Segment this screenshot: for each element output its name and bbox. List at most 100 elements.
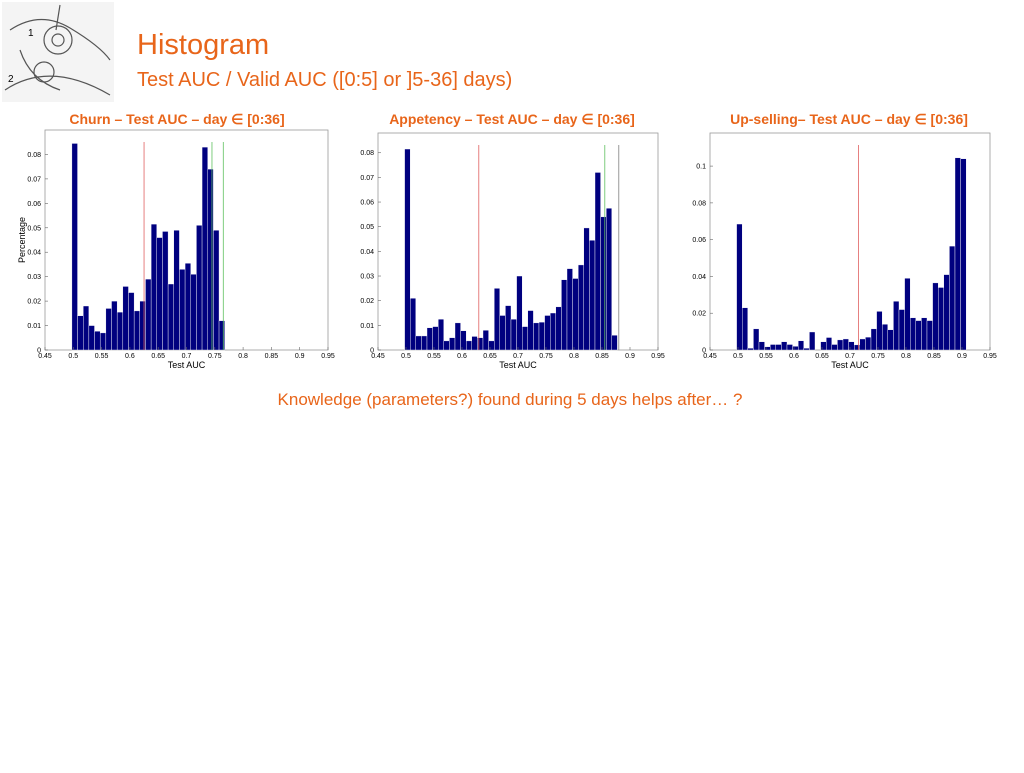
- bar: [196, 225, 203, 351]
- x-tick-label: 0.7: [513, 353, 523, 360]
- bar: [527, 310, 534, 351]
- y-tick-label: 0.1: [696, 164, 706, 171]
- bar: [837, 339, 844, 351]
- bar: [421, 335, 428, 351]
- x-tick-label: 0.45: [38, 353, 52, 360]
- x-tick-label: 0.6: [457, 353, 467, 360]
- bar: [184, 263, 191, 351]
- bar: [736, 223, 743, 351]
- x-tick-label: 0.45: [371, 353, 385, 360]
- x-tick-label: 0.5: [68, 353, 78, 360]
- bar: [949, 245, 956, 351]
- bar: [842, 338, 849, 351]
- histogram: Appetency – Test AUC – day ∈ [0:36]0.45 0…: [360, 111, 665, 370]
- bar: [578, 264, 585, 351]
- x-tick-label: 0.75: [539, 353, 553, 360]
- x-tick-label: 0.5: [733, 353, 743, 360]
- bar: [426, 327, 433, 351]
- bar: [477, 337, 484, 351]
- x-tick-label: 0.55: [427, 353, 441, 360]
- bar: [454, 322, 461, 351]
- histogram: Up-selling– Test AUC – day ∈ [0:36]0.45 0…: [692, 111, 997, 370]
- bar: [611, 335, 618, 351]
- histogram: Churn – Test AUC – day ∈ [0:36] 0.45 0.5 0.…: [17, 111, 335, 370]
- y-tick-label: 0.02: [692, 311, 706, 318]
- svg-text:2: 2: [8, 74, 14, 85]
- y-tick-label: 0.02: [27, 299, 41, 306]
- y-tick-label: 0.01: [360, 323, 374, 330]
- bar: [887, 329, 894, 351]
- bar: [179, 269, 186, 351]
- bar: [555, 306, 562, 351]
- bar: [173, 230, 180, 351]
- y-tick-label: 0.07: [360, 175, 374, 182]
- bar: [432, 326, 439, 351]
- bar: [471, 336, 478, 351]
- x-tick-label: 0.9: [625, 353, 635, 360]
- bar: [865, 336, 872, 351]
- y-tick-label: 0.01: [27, 323, 41, 330]
- y-tick-label: 0.06: [692, 237, 706, 244]
- bar: [566, 268, 573, 351]
- bar: [820, 341, 827, 351]
- bar: [859, 338, 866, 351]
- x-tick-label: 0.65: [151, 353, 165, 360]
- bar: [932, 282, 939, 351]
- bar: [438, 318, 445, 351]
- bar: [915, 320, 922, 351]
- bar: [848, 341, 855, 351]
- x-tick-label: 0.95: [651, 353, 665, 360]
- bar: [128, 292, 135, 351]
- bar: [826, 337, 833, 351]
- bar: [589, 240, 596, 351]
- bar: [882, 324, 889, 351]
- bar: [122, 286, 129, 351]
- bar: [910, 317, 917, 351]
- bar: [775, 344, 782, 351]
- bar: [190, 274, 197, 351]
- bar: [594, 172, 601, 351]
- bar: [606, 208, 613, 351]
- bar: [482, 330, 489, 351]
- x-tick-label: 0.7: [182, 353, 192, 360]
- slide-subtitle: Test AUC / Valid AUC ([0:5] or ]5-36] da…: [137, 69, 512, 91]
- bar: [764, 346, 771, 351]
- bar: [943, 274, 950, 351]
- bar: [71, 143, 78, 351]
- x-axis-label: Test AUC: [499, 360, 537, 370]
- bar: [99, 332, 107, 351]
- x-axis-label: Test AUC: [168, 360, 206, 370]
- x-tick-label: 0.55: [759, 353, 773, 360]
- x-tick-label: 0.8: [901, 353, 911, 360]
- bar: [831, 344, 838, 351]
- bar: [156, 237, 163, 351]
- x-tick-label: 0.95: [983, 353, 997, 360]
- bar: [201, 146, 208, 351]
- x-axis-label: Test AUC: [831, 360, 869, 370]
- x-tick-label: 0.75: [871, 353, 885, 360]
- bar: [499, 315, 506, 351]
- bar: [898, 309, 905, 351]
- x-tick-label: 0.85: [927, 353, 941, 360]
- bar: [758, 341, 765, 351]
- bar: [133, 310, 141, 351]
- bar: [921, 317, 928, 351]
- bar: [786, 344, 793, 351]
- bar: [443, 340, 450, 351]
- y-tick-label: 0.03: [360, 274, 374, 281]
- bar: [218, 320, 225, 351]
- y-axis-label: Percentage: [17, 217, 27, 263]
- bar: [83, 305, 90, 351]
- bar: [753, 328, 760, 351]
- y-tick-label: 0.08: [360, 150, 374, 157]
- y-tick-label: 0.04: [27, 250, 41, 257]
- bar: [572, 278, 579, 351]
- bar: [410, 298, 417, 351]
- bar: [600, 216, 607, 351]
- bar: [960, 158, 967, 351]
- bar: [876, 311, 883, 351]
- bar: [533, 322, 540, 351]
- y-tick-label: 0.04: [360, 249, 374, 256]
- bar: [809, 331, 816, 351]
